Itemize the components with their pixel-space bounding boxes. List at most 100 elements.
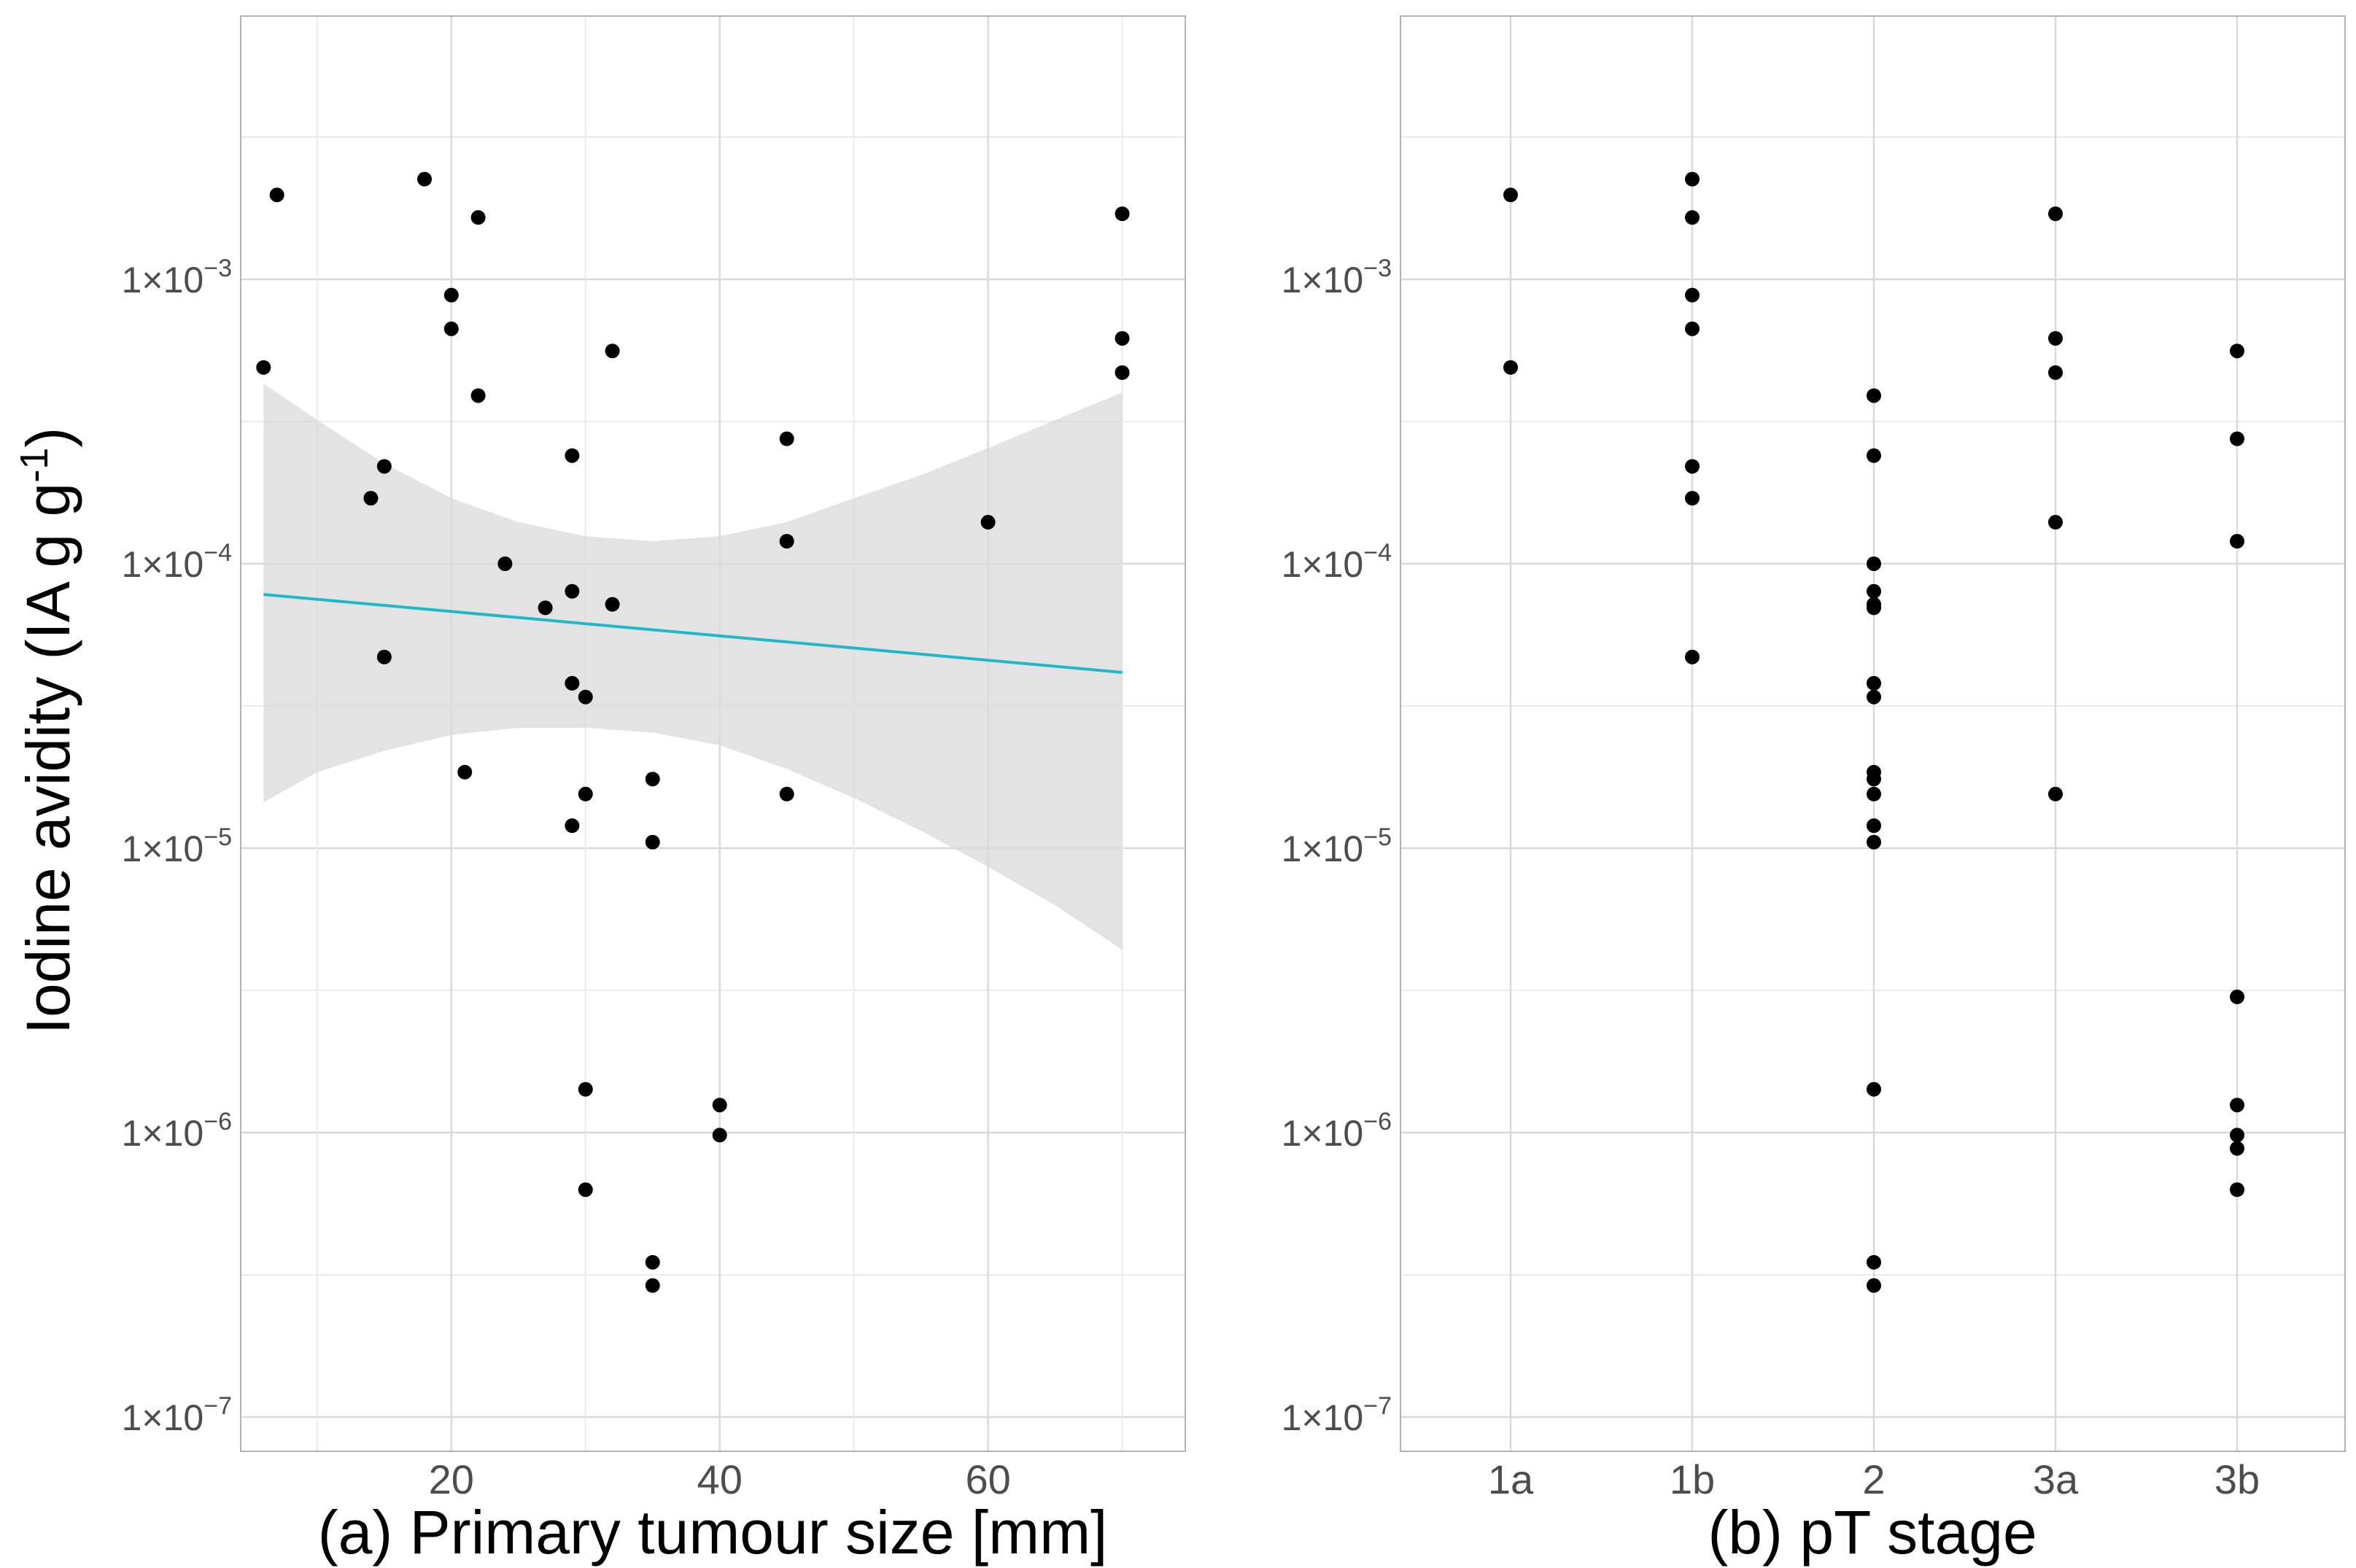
y-tick-label-exponent: −3 [1363, 255, 1392, 282]
data-point [2230, 1098, 2244, 1113]
data-point [1867, 786, 1881, 802]
data-point [565, 675, 580, 691]
panel-b-background [1400, 16, 2345, 1451]
data-point [2048, 365, 2063, 380]
data-point [443, 321, 459, 336]
data-point [2230, 344, 2244, 359]
y-axis-title-text: Iodine avidity [14, 677, 82, 1034]
data-point [1685, 321, 1700, 336]
y-tick-label-exponent: −7 [1363, 1392, 1392, 1420]
y-tick-label-base: 1×10 [1282, 260, 1364, 300]
data-point [363, 491, 379, 506]
data-point [2048, 515, 2063, 530]
data-point [1867, 448, 1881, 463]
data-point [578, 1182, 593, 1198]
data-point [1115, 365, 1130, 380]
y-tick-label-base: 1×10 [1282, 828, 1364, 869]
data-point [645, 1278, 660, 1293]
data-point [1503, 187, 1518, 203]
y-axis-title: Iodine avidity (IA g g-1) [12, 427, 82, 1034]
data-point [2230, 431, 2244, 446]
x-tick-label: 3b [2214, 1456, 2260, 1502]
y-tick-label-base: 1×10 [1282, 1113, 1364, 1154]
data-point [1685, 287, 1700, 303]
data-point [1867, 583, 1881, 599]
data-point [2230, 989, 2244, 1004]
data-point [497, 556, 513, 571]
panel-b: 1×10−71×10−61×10−51×10−41×10−3 1a 1b 2 3a 3b… [1282, 15, 2346, 1567]
data-point [578, 689, 593, 705]
data-point [2230, 1128, 2244, 1143]
data-point [417, 171, 433, 187]
data-point [1685, 459, 1700, 474]
data-point [2230, 1141, 2244, 1156]
data-point [712, 1128, 727, 1143]
y-axis-title-unit-g: g [14, 483, 82, 517]
confidence-band [263, 383, 1123, 950]
y-tick-label-base: 1×10 [1282, 1397, 1364, 1438]
panel-a-confidence-band-group [263, 383, 1123, 950]
data-point [1685, 649, 1700, 664]
y-tick-label: 1×10−6 [122, 1108, 232, 1154]
panel-a-border [240, 15, 1186, 1452]
y-axis-title-units: (IA g [14, 534, 82, 660]
data-point [1867, 675, 1881, 691]
data-point [779, 534, 794, 549]
data-point [443, 287, 459, 303]
data-point [470, 388, 486, 403]
data-point [712, 1098, 727, 1113]
y-tick-label-exponent: −7 [204, 1392, 232, 1420]
x-tick-label: 20 [429, 1456, 474, 1502]
y-tick-label-base: 1×10 [122, 1113, 204, 1154]
data-point [645, 772, 660, 787]
y-tick-label-base: 1×10 [122, 1397, 204, 1438]
y-tick-label-base: 1×10 [122, 260, 204, 300]
data-point [1867, 600, 1881, 616]
data-point [2048, 786, 2063, 802]
y-tick-label-base: 1×10 [122, 544, 204, 585]
x-tick-label: 40 [697, 1456, 743, 1502]
data-point [779, 786, 794, 802]
data-point [565, 818, 580, 834]
x-tick-label: 3a [2033, 1456, 2079, 1502]
y-tick-label: 1×10−6 [1282, 1108, 1392, 1154]
data-point [1115, 206, 1130, 222]
y-tick-label-base: 1×10 [122, 828, 204, 869]
data-point [2048, 330, 2063, 346]
y-tick-label: 1×10−7 [1282, 1392, 1392, 1438]
data-point [980, 515, 996, 530]
x-tick-label: 2 [1862, 1456, 1885, 1502]
data-point [1867, 772, 1881, 787]
data-point [1685, 210, 1700, 225]
data-point [269, 187, 284, 203]
panel-a: 1×10−71×10−61×10−51×10−41×10−3 20 40 60 (a… [12, 15, 1186, 1567]
x-tick-label: 1a [1488, 1456, 1534, 1502]
data-point [470, 210, 486, 225]
panel-a-points [256, 171, 1130, 1293]
data-point [1867, 818, 1881, 834]
data-point [2230, 1182, 2244, 1198]
data-point [1867, 689, 1881, 705]
x-tick-label: 1b [1670, 1456, 1715, 1502]
y-tick-label-exponent: −6 [1363, 1108, 1392, 1136]
x-tick-label: 60 [965, 1456, 1010, 1502]
data-point [1867, 1254, 1881, 1270]
data-point [605, 344, 620, 359]
y-tick-label-exponent: −3 [204, 255, 232, 282]
data-point [376, 649, 392, 664]
data-point [578, 1082, 593, 1097]
data-point [1867, 556, 1881, 571]
panel-b-x-tick-labels: 1a 1b 2 3a 3b [1488, 1456, 2260, 1502]
data-point [779, 431, 794, 446]
data-point [1867, 1082, 1881, 1097]
data-point [1685, 491, 1700, 506]
panel-b-y-tick-labels: 1×10−71×10−61×10−51×10−41×10−3 [1282, 255, 1392, 1438]
data-point [538, 600, 553, 616]
data-point [565, 448, 580, 463]
data-point [1867, 1278, 1881, 1293]
data-point [645, 834, 660, 850]
y-tick-label: 1×10−5 [122, 823, 232, 869]
data-point [1867, 834, 1881, 850]
y-tick-label: 1×10−4 [1282, 539, 1392, 585]
